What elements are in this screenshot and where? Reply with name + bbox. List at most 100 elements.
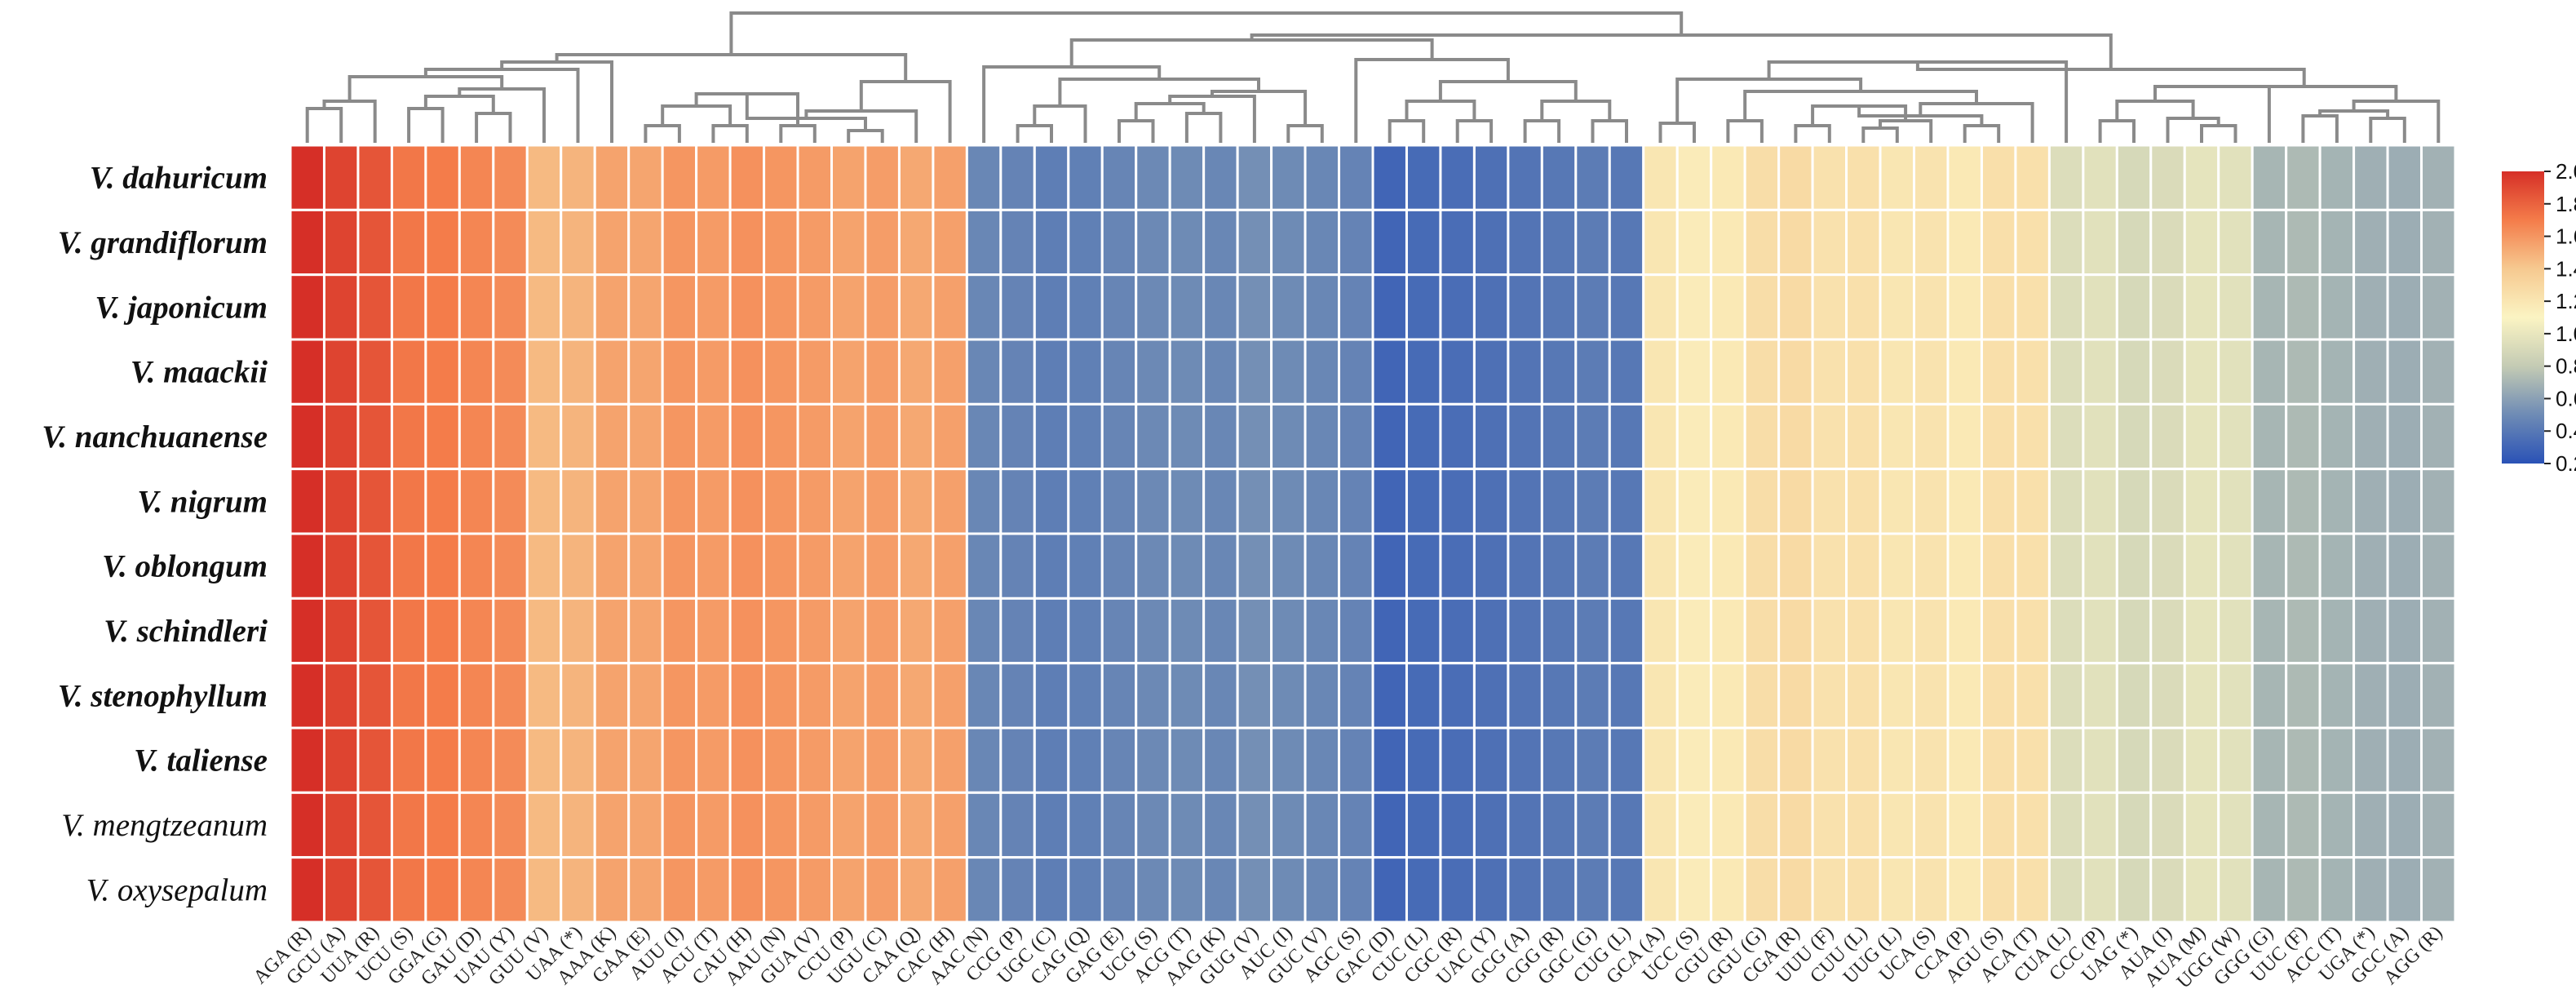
heatmap-cell (1507, 532, 1543, 600)
heatmap-cell (1540, 338, 1578, 406)
heatmap-cell (2183, 662, 2220, 730)
heatmap-cell (1845, 726, 1882, 794)
heatmap-cell (593, 597, 631, 665)
heatmap-cell (2318, 338, 2356, 406)
heatmap-cell (1574, 402, 1611, 471)
heatmap-cell (1913, 338, 1950, 406)
heatmap-cell (1338, 144, 1374, 211)
heatmap-cell (695, 532, 732, 600)
heatmap-cell (627, 468, 664, 535)
heatmap-cell (1067, 662, 1104, 730)
heatmap-cell (1710, 468, 1746, 535)
heatmap-cell (1472, 597, 1510, 665)
heatmap-cell (999, 468, 1036, 535)
heatmap-cell (1168, 402, 1206, 471)
heatmap-cell (390, 208, 427, 277)
heatmap-cell (1405, 144, 1442, 211)
heatmap-cell (1777, 791, 1814, 859)
heatmap-cell (1405, 597, 1442, 665)
dendrogram-branch (1794, 124, 1831, 143)
heatmap-cell (1303, 338, 1341, 406)
heatmap-cell (695, 208, 732, 277)
heatmap-cell (1710, 402, 1746, 471)
heatmap-cell (2014, 662, 2051, 730)
heatmap-cell (897, 597, 935, 665)
heatmap-cell (2149, 144, 2186, 211)
heatmap-cell (1574, 791, 1611, 859)
heatmap-cell (593, 144, 631, 211)
heatmap-cell (728, 597, 766, 665)
heatmap-cell (390, 144, 427, 211)
heatmap-cell (1642, 597, 1679, 665)
heatmap-cell (1574, 273, 1611, 341)
heatmap-cell (458, 208, 495, 277)
heatmap-cell (2251, 144, 2288, 211)
dendrogram-branch (779, 124, 817, 143)
heatmap-cell (390, 726, 427, 794)
heatmap-cell (1168, 468, 1206, 535)
heatmap-cell (1777, 144, 1814, 211)
heatmap-cell (2217, 791, 2254, 859)
heatmap-cell (1033, 532, 1070, 600)
heatmap-cell (999, 144, 1036, 211)
heatmap-cell (1236, 208, 1273, 277)
heatmap-cell (525, 208, 563, 277)
heatmap-cell (356, 273, 393, 341)
heatmap-cell (1033, 402, 1070, 471)
heatmap-cell (390, 402, 427, 471)
heatmap-cell (458, 338, 495, 406)
dendrogram-branch (2098, 119, 2136, 143)
heatmap-cell (2047, 273, 2085, 341)
heatmap-cell (1033, 468, 1070, 535)
heatmap-cell (1710, 273, 1746, 341)
heatmap-cell (1675, 726, 1713, 794)
heatmap-cell (458, 597, 495, 665)
heatmap-cell (322, 208, 360, 277)
row-label: V. oblongum (102, 549, 268, 584)
heatmap-cell (728, 402, 766, 471)
heatmap-cell (1507, 273, 1543, 341)
heatmap-cell (2217, 468, 2254, 535)
heatmap-cell (1845, 144, 1882, 211)
heatmap-cell (458, 662, 495, 730)
heatmap-cell (1135, 144, 1171, 211)
heatmap-cell (1236, 662, 1273, 730)
heatmap-cell (999, 791, 1036, 859)
heatmap-cell (763, 144, 799, 211)
heatmap-cell (864, 402, 901, 471)
heatmap-cell (1845, 532, 1882, 600)
heatmap-cell (2251, 208, 2288, 277)
heatmap-cell (2285, 791, 2321, 859)
heatmap-cell (1879, 856, 1916, 924)
heatmap-cell (830, 856, 867, 924)
heatmap-cell (2047, 468, 2085, 535)
heatmap-cell (1439, 468, 1476, 535)
heatmap-cell (1540, 726, 1578, 794)
heatmap-cell (1913, 468, 1950, 535)
heatmap-cell (897, 791, 935, 859)
heatmap-cell (1405, 662, 1442, 730)
heatmap-cell (1608, 662, 1645, 730)
heatmap-cell (2183, 144, 2220, 211)
heatmap-cell (525, 338, 563, 406)
heatmap-cell (2420, 726, 2457, 794)
heatmap-cell (763, 468, 799, 535)
dendrogram-branch (1523, 119, 1561, 143)
heatmap-cell (1100, 597, 1138, 665)
heatmap-cell (525, 532, 563, 600)
heatmap-cell (1236, 338, 1273, 406)
heatmap-cell (1540, 273, 1578, 341)
heatmap-cell (1168, 597, 1206, 665)
heatmap-cell (492, 856, 529, 924)
heatmap-cell (1033, 791, 1070, 859)
heatmap-cell (1270, 338, 1307, 406)
heatmap-cell (2115, 468, 2153, 535)
heatmap-cell (1913, 662, 1950, 730)
heatmap-cell (1710, 208, 1746, 277)
heatmap-cell (2082, 338, 2118, 406)
heatmap-cell (1067, 402, 1104, 471)
heatmap-cell (965, 338, 1003, 406)
heatmap-cell (289, 532, 325, 600)
heatmap-cell (695, 402, 732, 471)
heatmap-cell (1236, 273, 1273, 341)
